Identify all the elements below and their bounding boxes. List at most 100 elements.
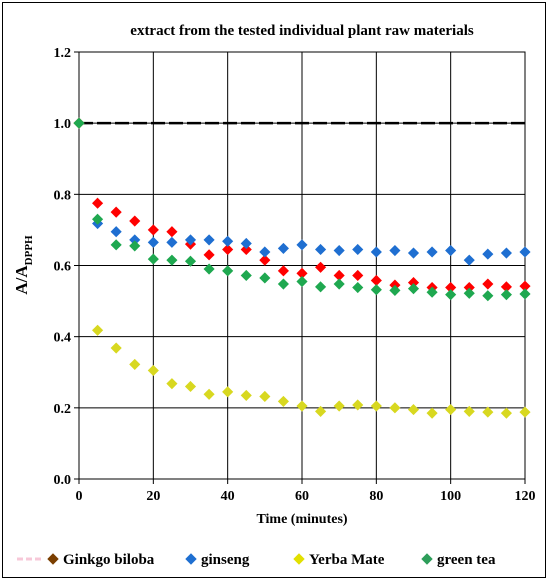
data-point bbox=[370, 400, 382, 412]
data-point bbox=[482, 290, 494, 302]
data-point bbox=[500, 289, 512, 301]
data-point bbox=[352, 281, 364, 294]
data-point bbox=[333, 244, 345, 257]
chart-frame: extract from the tested individual plant… bbox=[2, 2, 546, 578]
data-point bbox=[426, 246, 438, 258]
x-tick-label: 20 bbox=[146, 489, 160, 504]
data-point bbox=[352, 243, 364, 256]
data-point bbox=[333, 278, 345, 290]
data-point bbox=[445, 289, 457, 301]
y-tick-label: 1.0 bbox=[54, 117, 72, 132]
data-point bbox=[370, 246, 382, 258]
x-tick-label: 120 bbox=[515, 489, 536, 504]
x-tick-label: 100 bbox=[440, 489, 461, 504]
data-point bbox=[184, 234, 197, 246]
data-point bbox=[500, 407, 512, 419]
data-point bbox=[147, 236, 159, 248]
data-point bbox=[147, 364, 159, 377]
data-point bbox=[519, 406, 531, 418]
legend-item: Ginkgo biloba bbox=[17, 552, 155, 568]
data-point bbox=[240, 389, 252, 401]
data-point bbox=[445, 244, 457, 257]
data-point bbox=[407, 247, 420, 259]
data-point bbox=[110, 239, 122, 251]
data-point bbox=[315, 243, 327, 256]
data-point bbox=[277, 242, 289, 254]
data-point bbox=[463, 254, 475, 266]
y-axis-label-main: A/A bbox=[12, 265, 31, 295]
chart-title: extract from the tested individual plant… bbox=[130, 23, 474, 39]
data-point bbox=[166, 226, 178, 238]
data-point bbox=[370, 284, 382, 296]
data-point bbox=[370, 274, 382, 287]
data-point bbox=[166, 254, 178, 266]
data-point bbox=[482, 406, 494, 418]
data-point bbox=[222, 386, 234, 398]
data-point bbox=[277, 278, 289, 290]
data-point bbox=[315, 281, 327, 293]
data-point bbox=[240, 237, 252, 250]
x-tick-label: 0 bbox=[76, 489, 83, 504]
data-point bbox=[184, 255, 197, 267]
data-point bbox=[296, 400, 308, 412]
data-point bbox=[463, 287, 475, 299]
data-point bbox=[259, 272, 271, 284]
x-axis-label: Time (minutes) bbox=[256, 512, 347, 527]
data-point bbox=[315, 405, 327, 417]
data-point bbox=[277, 265, 289, 277]
series-layer bbox=[73, 117, 531, 419]
y-tick-label: 1.2 bbox=[54, 46, 72, 61]
data-point bbox=[426, 286, 438, 298]
data-point bbox=[184, 380, 197, 393]
data-point bbox=[389, 284, 401, 296]
series-green-tea bbox=[73, 117, 531, 302]
data-point bbox=[482, 248, 494, 260]
data-point bbox=[407, 404, 420, 416]
data-point bbox=[352, 269, 364, 282]
legend-label: ginseng bbox=[201, 552, 250, 568]
legend-marker bbox=[293, 553, 305, 565]
data-point bbox=[296, 239, 308, 251]
data-point bbox=[277, 395, 289, 407]
data-point bbox=[519, 246, 531, 258]
data-point bbox=[407, 283, 420, 295]
data-point bbox=[445, 404, 457, 416]
data-point bbox=[389, 244, 401, 257]
data-point bbox=[222, 243, 234, 256]
x-tick-label: 80 bbox=[369, 489, 383, 504]
data-point bbox=[203, 263, 215, 275]
data-point bbox=[240, 243, 252, 256]
legend-label: green tea bbox=[437, 552, 496, 568]
data-point bbox=[203, 388, 215, 400]
data-point bbox=[110, 342, 122, 354]
data-point bbox=[333, 400, 345, 412]
data-point bbox=[352, 399, 364, 411]
data-point bbox=[259, 390, 271, 403]
data-point bbox=[463, 405, 475, 417]
data-point bbox=[92, 324, 104, 336]
legend-marker bbox=[47, 553, 59, 565]
data-point bbox=[147, 224, 159, 236]
data-point bbox=[240, 269, 252, 282]
y-tick-label: 0.8 bbox=[54, 188, 72, 203]
y-tick-label: 0.6 bbox=[54, 260, 72, 275]
data-point bbox=[73, 117, 85, 129]
data-point bbox=[259, 246, 271, 258]
data-point bbox=[389, 402, 401, 414]
chart-svg: extract from the tested individual plant… bbox=[12, 23, 536, 568]
y-tick-label: 0.0 bbox=[54, 473, 72, 488]
y-tick-label: 0.4 bbox=[54, 331, 72, 346]
data-point bbox=[222, 235, 234, 247]
data-point bbox=[203, 234, 215, 246]
legend-item: ginseng bbox=[185, 552, 250, 568]
y-axis-label: A/ADPPH bbox=[12, 235, 35, 295]
x-tick-labels: 0 20 40 60 80 100 120 bbox=[76, 489, 536, 504]
data-point bbox=[129, 240, 141, 252]
legend: Ginkgo biloba ginseng Yerba Mate green tea bbox=[17, 552, 496, 568]
legend-item: Yerba Mate bbox=[293, 552, 385, 568]
legend-label: Ginkgo biloba bbox=[63, 552, 155, 568]
y-tick-label: 0.2 bbox=[54, 402, 72, 417]
data-point bbox=[500, 247, 512, 259]
legend-marker bbox=[185, 553, 197, 565]
legend-item: green tea bbox=[421, 552, 496, 568]
